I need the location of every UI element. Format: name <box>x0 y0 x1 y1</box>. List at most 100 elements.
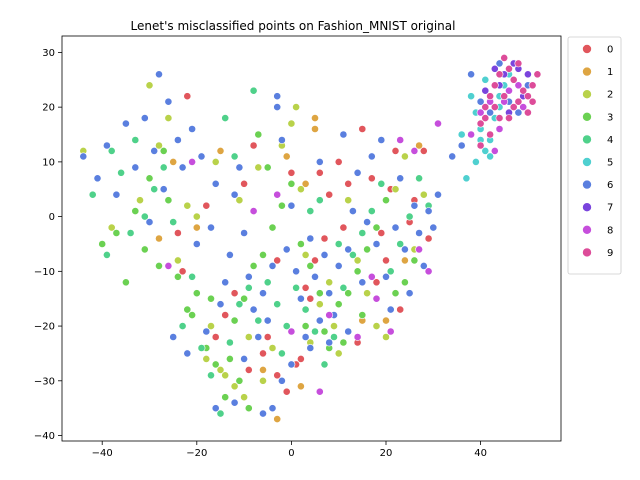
point-class-6-32 <box>263 316 272 325</box>
point-class-5-8 <box>481 75 490 84</box>
point-class-6-47 <box>334 261 343 270</box>
legend-label-5: 5 <box>607 158 613 169</box>
point-class-0-9 <box>282 387 291 396</box>
point-class-6-67 <box>429 223 438 232</box>
point-class-9-23 <box>481 114 490 122</box>
point-class-6-78 <box>268 404 277 413</box>
point-class-6-86 <box>315 316 324 325</box>
point-class-4-31 <box>396 240 405 248</box>
point-class-6-5 <box>131 163 140 172</box>
point-class-6-14 <box>178 163 187 172</box>
point-class-9-1 <box>481 103 490 111</box>
point-class-6-19 <box>202 327 211 336</box>
point-class-5-1 <box>471 157 480 166</box>
point-class-3-6 <box>164 196 173 205</box>
point-class-1-6 <box>311 125 319 133</box>
legend-marker-0 <box>582 44 592 54</box>
point-class-4-42 <box>277 349 286 358</box>
point-class-6-58 <box>386 305 395 314</box>
point-class-8-21 <box>490 146 499 155</box>
point-class-6-81 <box>259 409 267 418</box>
point-class-6-8 <box>150 146 159 155</box>
point-class-3-9 <box>192 289 201 298</box>
point-class-6-27 <box>240 229 248 237</box>
point-class-5-12 <box>486 152 494 161</box>
point-class-6-42 <box>311 272 319 281</box>
point-class-1-13 <box>192 223 201 232</box>
axis-ticks: −40 −20 0 20 40 −40 −30 −20 −10 0 10 20 30 <box>34 48 487 459</box>
point-class-6-41 <box>306 234 315 243</box>
point-class-3-13 <box>230 316 239 325</box>
point-class-8-19 <box>410 146 419 155</box>
legend-label-6: 6 <box>607 180 613 191</box>
y-tick-label: 20 <box>42 103 55 114</box>
point-class-6-88 <box>344 327 353 336</box>
point-class-4-15 <box>244 283 253 292</box>
point-class-6-49 <box>344 245 353 254</box>
point-class-1-10 <box>382 316 390 325</box>
point-class-6-74 <box>495 59 504 68</box>
point-class-6-17 <box>192 240 201 248</box>
point-class-2-34 <box>330 322 338 330</box>
point-class-4-16 <box>254 316 263 325</box>
point-class-6-15 <box>183 349 192 358</box>
legend-marker-5 <box>582 157 592 167</box>
point-class-4-0 <box>88 190 97 199</box>
point-class-6-48 <box>339 130 348 139</box>
point-class-6-44 <box>320 250 329 259</box>
point-class-6-62 <box>405 289 414 298</box>
point-class-6-4 <box>122 119 130 128</box>
point-class-6-61 <box>400 245 409 254</box>
point-class-2-21 <box>325 278 334 287</box>
point-class-6-73 <box>486 108 494 117</box>
point-class-8-6 <box>367 272 376 281</box>
point-class-2-37 <box>164 114 173 122</box>
point-class-6-65 <box>419 261 428 270</box>
legend-marker-4 <box>582 134 592 145</box>
point-class-6-69 <box>448 152 457 161</box>
point-class-2-20 <box>315 300 324 309</box>
x-tick-label: 40 <box>474 448 487 459</box>
point-class-6-76 <box>514 108 523 117</box>
point-class-3-28 <box>372 223 381 232</box>
point-class-2-12 <box>240 393 248 402</box>
point-class-2-38 <box>145 81 154 90</box>
point-class-6-2 <box>103 141 111 150</box>
point-class-3-33 <box>244 404 253 413</box>
point-class-4-14 <box>235 300 244 309</box>
point-class-2-26 <box>391 185 400 194</box>
legend-marker-2 <box>582 89 592 99</box>
point-class-0-29 <box>311 256 319 265</box>
point-class-3-36 <box>254 130 263 139</box>
point-class-0-1 <box>183 92 192 101</box>
point-class-6-26 <box>235 163 244 172</box>
point-class-9-8 <box>514 97 523 106</box>
point-class-3-38 <box>339 338 348 347</box>
point-class-8-20 <box>396 136 405 144</box>
point-class-9-6 <box>505 64 513 73</box>
point-class-9-19 <box>509 103 518 111</box>
point-class-6-11 <box>164 97 173 106</box>
point-class-9-15 <box>514 59 523 68</box>
point-class-2-17 <box>287 119 296 128</box>
point-class-6-83 <box>240 354 248 363</box>
point-class-3-35 <box>225 354 234 363</box>
point-class-6-70 <box>457 141 466 150</box>
point-class-4-33 <box>415 174 423 183</box>
point-class-8-0 <box>164 261 173 270</box>
point-class-1-5 <box>296 382 305 391</box>
point-class-2-15 <box>268 344 277 352</box>
legend-frame <box>567 36 622 275</box>
point-class-0-17 <box>339 223 348 232</box>
point-class-8-11 <box>476 108 485 117</box>
point-class-4-36 <box>107 146 116 155</box>
point-class-6-72 <box>476 97 485 106</box>
point-class-0-38 <box>244 365 253 374</box>
point-class-3-2 <box>122 278 130 287</box>
point-class-3-22 <box>315 289 324 298</box>
legend-label-4: 4 <box>607 135 613 146</box>
point-class-6-50 <box>348 207 357 215</box>
legend-label-8: 8 <box>607 225 613 236</box>
point-class-6-33 <box>268 261 277 270</box>
point-class-6-16 <box>188 125 196 133</box>
